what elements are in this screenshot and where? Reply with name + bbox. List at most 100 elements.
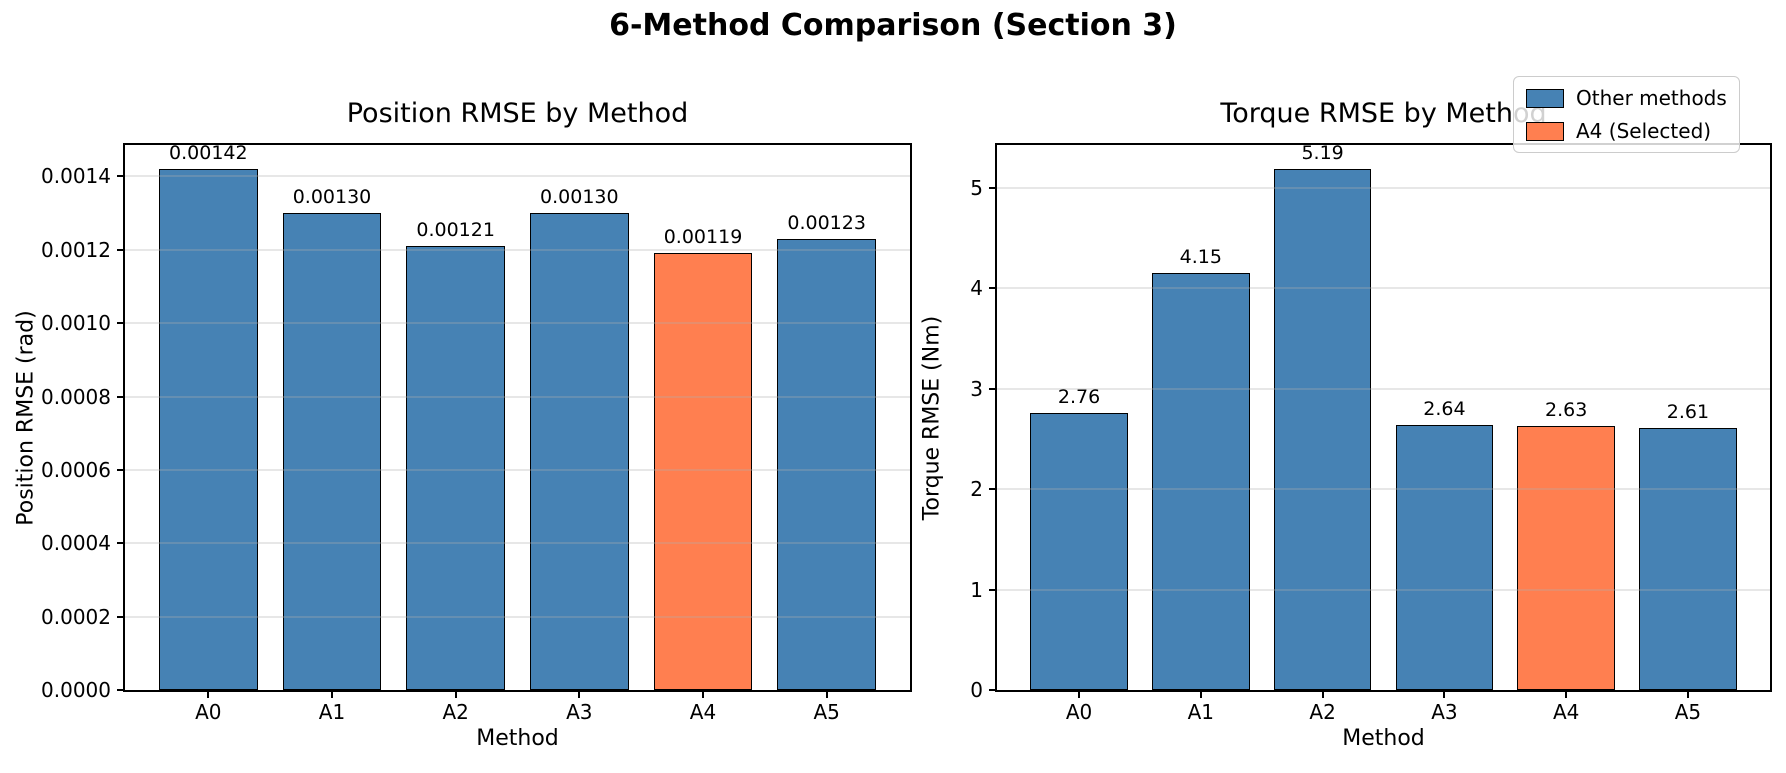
bar-A3 — [1395, 425, 1494, 690]
x-tick-mark — [330, 692, 333, 698]
x-tick-mark — [1321, 692, 1324, 698]
bar-value-label: 0.00119 — [663, 226, 743, 249]
y-tick-label: 1 — [970, 577, 983, 602]
bar-value-label: 5.19 — [1301, 142, 1344, 165]
y-tick-mark — [117, 542, 123, 545]
gridline — [125, 395, 910, 398]
x-tick-mark — [578, 692, 581, 698]
x-tick-label: A0 — [195, 700, 222, 724]
bar-A3 — [529, 213, 629, 690]
y-tick-label: 0.0008 — [41, 384, 111, 409]
bar-value-label: 2.76 — [1057, 385, 1101, 408]
x-tick-label: A2 — [1309, 700, 1336, 724]
bar-A2 — [1273, 169, 1372, 690]
legend-label-other-methods: Other methods — [1576, 86, 1727, 110]
bar-value-label: 0.00130 — [292, 186, 372, 209]
x-tick-label: A2 — [442, 700, 469, 724]
axes-frame — [995, 143, 1772, 692]
gridline — [125, 322, 910, 325]
y-tick-mark — [989, 187, 995, 190]
bar-value-label: 2.63 — [1545, 399, 1588, 421]
x-tick-label: A0 — [1065, 700, 1093, 724]
gridline — [997, 387, 1770, 390]
bar-A2 — [406, 246, 506, 690]
y-tick-label: 0.0006 — [41, 457, 111, 482]
y-tick-label: 0.0000 — [41, 678, 111, 702]
y-tick-mark — [117, 689, 123, 691]
gridline — [997, 187, 1770, 190]
x-tick-mark — [1199, 692, 1202, 698]
y-tick-mark — [989, 588, 995, 591]
bar-value-label: 0.00121 — [416, 219, 495, 242]
gridline — [125, 542, 910, 545]
legend-item-a4-selected: A4 (Selected) — [1526, 119, 1727, 143]
legend-item-other-methods: Other methods — [1526, 86, 1727, 110]
bar-value-label: 0.00123 — [787, 211, 866, 234]
y-tick-mark — [117, 175, 123, 178]
y-tick-label: 0.0012 — [41, 237, 111, 262]
bar-A0 — [1030, 412, 1128, 690]
y-tick-mark — [117, 468, 123, 471]
axes-frame — [123, 143, 912, 692]
chart-title: Torque RMSE by Method — [1220, 98, 1547, 129]
gridline — [125, 615, 910, 618]
y-tick-mark — [117, 248, 123, 251]
legend-swatch-other-methods-icon — [1526, 88, 1564, 108]
y-tick-label: 3 — [970, 376, 983, 401]
x-axis-label: Method — [476, 726, 559, 751]
x-tick-label: A1 — [1187, 700, 1215, 724]
bar-value-label: 2.61 — [1666, 401, 1710, 424]
x-tick-mark — [1565, 692, 1568, 698]
bar-value-label: 4.15 — [1179, 246, 1222, 269]
bar-A5 — [777, 238, 877, 690]
y-tick-mark — [117, 395, 123, 398]
x-tick-mark — [454, 692, 457, 698]
x-tick-label: A3 — [566, 700, 593, 724]
bar-value-label: 0.00142 — [169, 142, 248, 165]
x-tick-label: A1 — [318, 700, 346, 724]
gridline — [125, 175, 910, 178]
y-tick-mark — [117, 322, 123, 325]
gridline — [997, 488, 1770, 491]
y-tick-label: 0.0014 — [41, 164, 111, 189]
gridline — [997, 588, 1770, 591]
x-axis-label: Method — [1342, 726, 1425, 751]
bar-A4 — [653, 253, 753, 690]
x-tick-label: A4 — [689, 700, 717, 724]
y-tick-label: 0.0004 — [41, 531, 111, 556]
y-tick-label: 0 — [970, 678, 983, 702]
x-tick-mark — [1686, 692, 1689, 698]
y-tick-label: 0.0010 — [41, 311, 111, 336]
y-tick-label: 0.0002 — [41, 604, 111, 629]
x-tick-mark — [702, 692, 704, 698]
chart-title: Position RMSE by Method — [346, 98, 689, 129]
bar-value-label: 0.00130 — [540, 186, 619, 209]
y-tick-label: 5 — [970, 176, 983, 201]
bar-A1 — [282, 213, 382, 690]
y-tick-label: 4 — [970, 276, 983, 301]
y-tick-mark — [117, 615, 123, 618]
y-tick-label: 2 — [970, 477, 983, 502]
bar-A5 — [1639, 428, 1737, 690]
x-tick-mark — [1078, 692, 1081, 698]
figure-title: 6-Method Comparison (Section 3) — [609, 8, 1177, 43]
gridline — [997, 287, 1770, 290]
x-tick-label: A3 — [1431, 700, 1458, 724]
legend-swatch-a4-selected-icon — [1526, 121, 1564, 141]
gridline — [125, 468, 910, 471]
y-tick-mark — [989, 287, 995, 290]
gridline — [125, 248, 910, 251]
bar-A4 — [1517, 426, 1615, 690]
legend: Other methods A4 (Selected) — [1513, 76, 1740, 153]
x-tick-label: A5 — [1674, 700, 1702, 724]
x-tick-label: A5 — [813, 700, 840, 724]
bar-A0 — [158, 169, 258, 690]
x-tick-mark — [825, 692, 828, 698]
y-tick-mark — [989, 689, 995, 691]
y-tick-mark — [989, 387, 995, 390]
bar-value-label: 2.64 — [1423, 398, 1466, 420]
bar-A1 — [1152, 273, 1250, 690]
y-axis-label: Position RMSE (rad) — [13, 309, 39, 526]
x-tick-label: A4 — [1552, 700, 1580, 724]
